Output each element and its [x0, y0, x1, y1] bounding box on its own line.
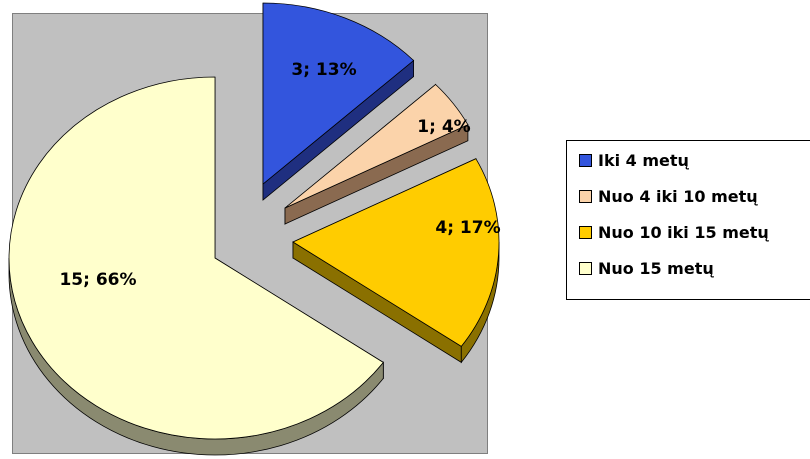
legend-label-1: Nuo 4 iki 10 metų	[598, 186, 758, 206]
pie-slice-0	[262, 2, 415, 185]
legend-item-1: Nuo 4 iki 10 metų	[579, 185, 758, 207]
data-label-2: 4; 17%	[435, 218, 500, 238]
data-label-0: 3; 13%	[291, 60, 356, 80]
pie-slice-3	[8, 76, 384, 440]
legend-swatch-3	[579, 261, 592, 275]
pie-slice-2	[292, 158, 500, 347]
legend: Iki 4 metų Nuo 4 iki 10 metų Nuo 10 iki …	[566, 140, 810, 300]
pie-slice-1	[284, 83, 469, 209]
data-label-1: 1; 4%	[417, 117, 470, 137]
legend-item-3: Nuo 15 metų	[579, 257, 714, 279]
data-labels: 3; 13% 1; 4% 4; 17% 15; 66%	[59, 60, 500, 290]
legend-swatch-2	[579, 225, 592, 239]
legend-label-3: Nuo 15 metų	[598, 258, 714, 278]
legend-item-0: Iki 4 metų	[579, 149, 689, 171]
legend-label-0: Iki 4 metų	[598, 150, 689, 170]
legend-label-2: Nuo 10 iki 15 metų	[598, 222, 769, 242]
legend-swatch-1	[579, 189, 592, 203]
data-label-3: 15; 66%	[59, 270, 136, 290]
legend-swatch-0	[579, 153, 592, 167]
legend-item-2: Nuo 10 iki 15 metų	[579, 221, 769, 243]
pie-slices	[8, 2, 500, 440]
